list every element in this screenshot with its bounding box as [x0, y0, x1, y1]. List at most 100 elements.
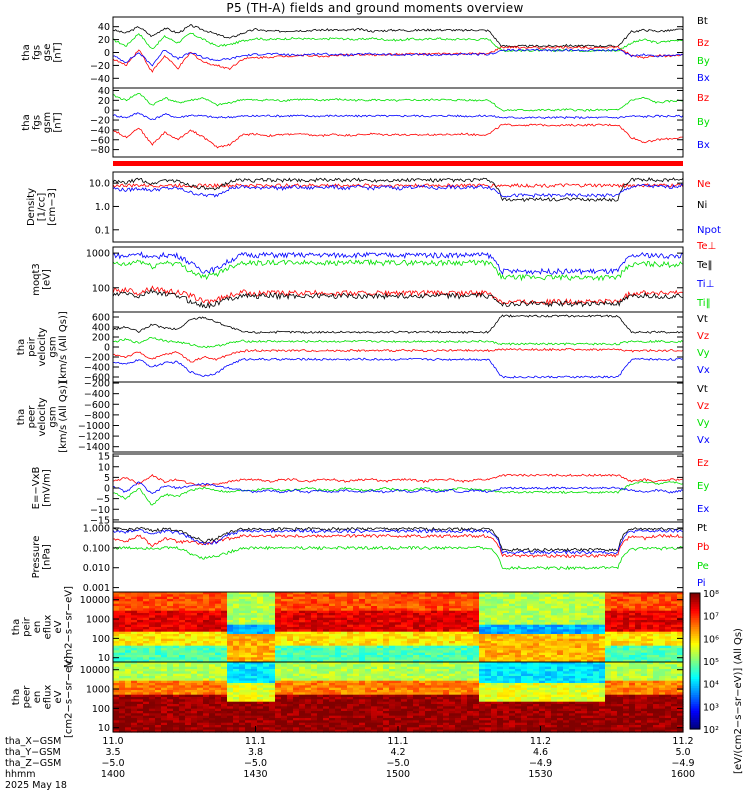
spectrogram-cell: [443, 718, 450, 721]
spectrogram-cell: [137, 648, 144, 651]
spectrogram-cell: [221, 631, 228, 635]
spectrogram-cell: [539, 648, 546, 651]
spectrogram-cell: [131, 615, 138, 619]
spectrogram-cell: [527, 650, 534, 654]
spectrogram-cell: [113, 683, 120, 686]
legend-Te⊥: Te⊥: [696, 241, 716, 252]
spectrogram-cell: [437, 671, 444, 675]
spectrogram-cell: [341, 676, 348, 679]
spectrogram-cell: [473, 610, 480, 614]
spectrogram-cell: [311, 650, 318, 654]
spectrogram-cell: [119, 615, 126, 619]
spectrogram-cell: [137, 650, 144, 654]
spectrogram-cell: [131, 666, 138, 670]
spectrogram-cell: [467, 634, 474, 637]
spectrogram-cell: [239, 685, 246, 689]
spectrogram-cell: [467, 662, 474, 665]
spectrogram-cell: [233, 671, 240, 675]
spectrogram-cell: [293, 620, 300, 623]
legend-Npot: Npot: [697, 225, 721, 236]
spectrogram-cell: [395, 699, 402, 703]
spectrogram-cell: [611, 652, 618, 656]
spectrogram-cell: [671, 603, 678, 607]
spectrogram-cell: [173, 601, 180, 605]
spectrogram-cell: [293, 645, 300, 649]
spectrogram-cell: [665, 645, 672, 649]
spectrogram-cell: [539, 608, 546, 612]
spectrogram-cell: [143, 729, 150, 733]
spectrogram-cell: [257, 622, 264, 626]
spectrogram-cell: [515, 596, 522, 600]
y-tick-label: 100: [92, 283, 110, 294]
spectrogram-cell: [497, 596, 504, 600]
spectrogram-cell: [155, 636, 162, 640]
spectrogram-cell: [461, 699, 468, 703]
spectrogram-cell: [185, 650, 192, 654]
spectrogram-cell: [317, 608, 324, 612]
spectrogram-cell: [539, 610, 546, 614]
spectrogram-cell: [161, 727, 168, 731]
spectrogram-cell: [299, 638, 306, 642]
spectrogram-cell: [233, 725, 240, 728]
y-axis-label: moqt3 [eV]: [31, 263, 53, 296]
spectrogram-cell: [257, 650, 264, 654]
spectrogram-cell: [359, 706, 366, 710]
spectrogram-cell: [359, 669, 366, 672]
spectrogram-cell: [629, 592, 636, 595]
spectrogram-cell: [581, 659, 588, 663]
spectrogram-cell: [371, 715, 378, 719]
spectrogram-cell: [161, 638, 168, 642]
spectrogram-cell: [299, 664, 306, 668]
spectrogram-cell: [581, 608, 588, 612]
spectrogram-cell: [533, 599, 540, 602]
spectrogram-cell: [467, 603, 474, 607]
spectrogram-cell: [329, 678, 336, 682]
spectrogram-cell: [191, 701, 198, 705]
spectrogram-cell: [593, 610, 600, 614]
spectrogram-cell: [377, 694, 384, 698]
spectrogram-cell: [479, 624, 486, 628]
spectrogram-cell: [599, 641, 606, 644]
spectrogram-cell: [125, 729, 132, 733]
spectrogram-cell: [389, 664, 396, 668]
spectrogram-cell: [377, 603, 384, 607]
spectrogram-cell: [233, 699, 240, 703]
spectrogram-cell: [485, 664, 492, 668]
spectrogram-cell: [635, 592, 642, 595]
spectrogram-cell: [629, 622, 636, 626]
spectrogram-cell: [521, 601, 528, 605]
spectrogram-cell: [245, 722, 252, 726]
spectrogram-cell: [545, 638, 552, 642]
spectrogram-cell: [167, 706, 174, 710]
spectrogram-cell: [365, 603, 372, 607]
spectrogram-cell: [137, 617, 144, 621]
spectrogram-cell: [245, 715, 252, 719]
spectrogram-cell: [227, 704, 234, 707]
spectrogram-cell: [155, 617, 162, 621]
spectrogram-cell: [173, 683, 180, 686]
spectrogram-cell: [413, 706, 420, 710]
spectrogram-cell: [275, 613, 282, 616]
spectrogram-cell: [449, 718, 456, 721]
spectrogram-cell: [653, 617, 660, 621]
spectrogram-cell: [569, 627, 576, 630]
spectrogram-cell: [431, 638, 438, 642]
spectrogram-cell: [347, 601, 354, 605]
spectrogram-cell: [401, 650, 408, 654]
spectrogram-cell: [293, 596, 300, 600]
spectrogram-cell: [275, 641, 282, 644]
spectrogram-cell: [563, 592, 570, 595]
spectrogram-cell: [371, 664, 378, 668]
spectrogram-cell: [629, 601, 636, 605]
spectrogram-cell: [407, 704, 414, 707]
spectrogram-cell: [665, 657, 672, 661]
spectrogram-cell: [251, 715, 258, 719]
spectrogram-cell: [473, 715, 480, 719]
spectrogram-cell: [479, 650, 486, 654]
spectrogram-cell: [203, 678, 210, 682]
spectrogram-cell: [155, 687, 162, 691]
spectrogram-cell: [299, 676, 306, 679]
spectrogram-cell: [449, 729, 456, 733]
spectrogram-cell: [389, 704, 396, 707]
spectrogram-cell: [539, 636, 546, 640]
